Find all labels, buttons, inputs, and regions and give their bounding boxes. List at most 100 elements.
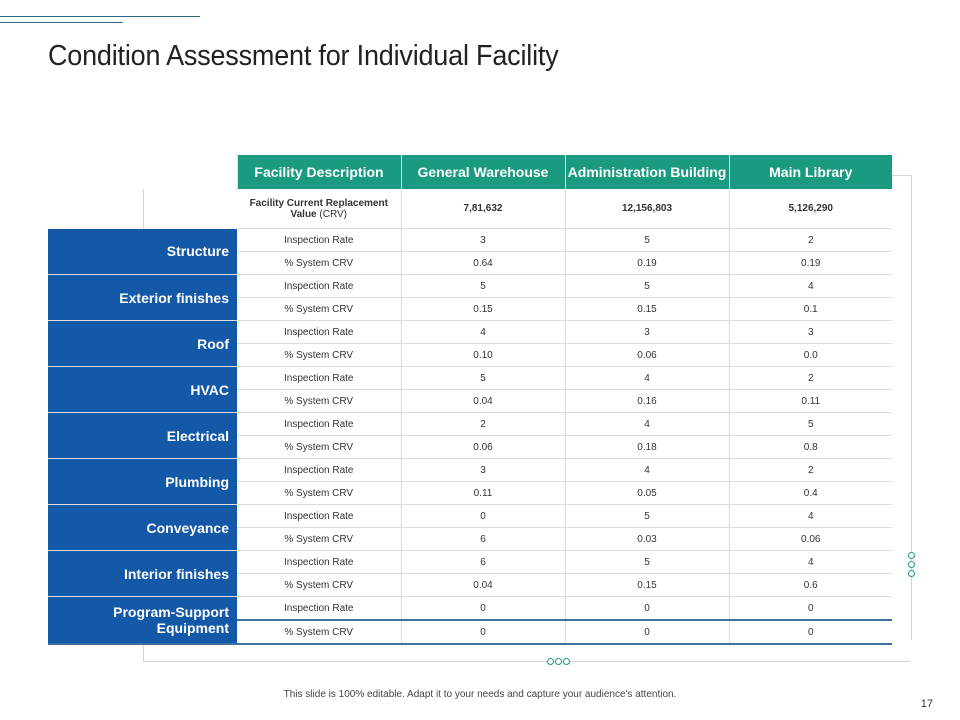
circle-icon [908, 570, 915, 577]
footer-note: This slide is 100% editable. Adapt it to… [283, 689, 677, 700]
value-cell: 4 [728, 550, 892, 574]
row-label: Inspection Rate [237, 412, 401, 436]
value-cell: 2 [728, 228, 892, 252]
table-row: Electrical Inspection Rate 2 4 5 [48, 412, 892, 459]
row-label: Inspection Rate [237, 504, 401, 528]
value-cell: 0.4 [728, 481, 892, 505]
value-cell: 3 [728, 320, 892, 344]
category-label: Electrical [48, 412, 237, 459]
value-cell: 3 [564, 320, 729, 344]
top-accent-line [0, 22, 123, 23]
row-label: % System CRV [237, 343, 401, 367]
circle-icon [563, 658, 570, 665]
table-row: % System CRV 0.06 0.18 0.8 [48, 435, 892, 459]
table-row: Exterior finishes Inspection Rate 5 5 4 [48, 274, 892, 321]
table-row: Plumbing Inspection Rate 3 4 2 [48, 458, 892, 505]
value-cell: 0.04 [400, 389, 565, 413]
value-cell: 0 [400, 504, 565, 528]
value-cell: 0.03 [564, 527, 729, 551]
row-label: % System CRV [237, 527, 401, 551]
value-cell: 0 [564, 596, 729, 621]
value-cell: 0.06 [400, 435, 565, 459]
value-cell: 0.18 [564, 435, 729, 459]
value-cell: 0 [400, 620, 565, 645]
row-label: % System CRV [237, 573, 401, 597]
circle-icon [908, 552, 915, 559]
value-cell: 2 [728, 458, 892, 482]
value-cell: 0.1 [728, 297, 892, 321]
row-label: Inspection Rate [237, 550, 401, 574]
row-label: % System CRV [237, 297, 401, 321]
row-label: Inspection Rate [237, 228, 401, 252]
table-row: Structure Inspection Rate 3 5 2 [48, 228, 892, 275]
value-cell: 0.05 [564, 481, 729, 505]
row-label: % System CRV [237, 251, 401, 275]
value-cell: 4 [728, 504, 892, 528]
category-label: Roof [48, 320, 237, 367]
value-cell: 5 [564, 228, 729, 252]
table-row: Interior finishes Inspection Rate 6 5 4 [48, 550, 892, 597]
crv-label: Facility Current Replacement Value (CRV) [237, 189, 401, 229]
header-cell: General Warehouse [400, 155, 565, 189]
value-cell: 5 [728, 412, 892, 436]
page-title: Condition Assessment for Individual Faci… [48, 40, 559, 72]
value-cell: 4 [400, 320, 565, 344]
value-cell: 4 [564, 458, 729, 482]
value-cell: 0.11 [400, 481, 565, 505]
row-label: % System CRV [237, 389, 401, 413]
category-label: Exterior finishes [48, 274, 237, 321]
value-cell: 4 [564, 366, 729, 390]
header-cell: Main Library [728, 155, 892, 189]
table-row: % System CRV 0.11 0.05 0.4 [48, 481, 892, 505]
connector-line [143, 175, 144, 231]
table-row: % System CRV 0.64 0.19 0.19 [48, 251, 892, 275]
connector-line [143, 661, 910, 662]
category-label: Plumbing [48, 458, 237, 505]
value-cell: 0 [564, 620, 729, 645]
value-cell: 5 [564, 274, 729, 298]
value-cell: 5 [400, 366, 565, 390]
value-cell: 0.16 [564, 389, 729, 413]
table-row: Program-Support Equipment Inspection Rate… [48, 596, 892, 645]
value-cell: 0 [728, 620, 892, 645]
table-row: Roof Inspection Rate 4 3 3 [48, 320, 892, 367]
category-label: Conveyance [48, 504, 237, 551]
value-cell: 0.11 [728, 389, 892, 413]
value-cell: 0.10 [400, 343, 565, 367]
header-row: Facility Description General Warehouse A… [48, 155, 892, 189]
circle-icon [547, 658, 554, 665]
row-label: Inspection Rate [237, 458, 401, 482]
page-number: 17 [920, 698, 933, 710]
value-cell: 2 [728, 366, 892, 390]
crv-value: 12,156,803 [564, 189, 729, 229]
table-row: HVAC Inspection Rate 5 4 2 [48, 366, 892, 413]
table-row: Conveyance Inspection Rate 0 5 4 [48, 504, 892, 551]
value-cell: 0.8 [728, 435, 892, 459]
value-cell: 0.15 [564, 297, 729, 321]
category-label: Interior finishes [48, 550, 237, 597]
value-cell: 0.15 [400, 297, 565, 321]
value-cell: 5 [564, 504, 729, 528]
value-cell: 0.0 [728, 343, 892, 367]
row-label: Inspection Rate [237, 274, 401, 298]
category-label: Program-Support Equipment [48, 596, 237, 645]
value-cell: 0.64 [400, 251, 565, 275]
table-row: % System CRV 0.04 0.16 0.11 [48, 389, 892, 413]
category-label: Structure [48, 228, 237, 275]
value-cell: 0.6 [728, 573, 892, 597]
table-row: % System CRV 0 0 0 [48, 620, 892, 645]
value-cell: 0.19 [728, 251, 892, 275]
row-label: % System CRV [237, 481, 401, 505]
value-cell: 6 [400, 527, 565, 551]
row-label: % System CRV [237, 620, 401, 645]
value-cell: 0.15 [564, 573, 729, 597]
value-cell: 0 [400, 596, 565, 621]
value-cell: 2 [400, 412, 565, 436]
row-label: Inspection Rate [237, 366, 401, 390]
crv-row: Facility Current Replacement Value (CRV)… [48, 189, 892, 229]
category-label: HVAC [48, 366, 237, 413]
row-label: % System CRV [237, 435, 401, 459]
value-cell: 0 [728, 596, 892, 621]
table-row: % System CRV 0.10 0.06 0.0 [48, 343, 892, 367]
